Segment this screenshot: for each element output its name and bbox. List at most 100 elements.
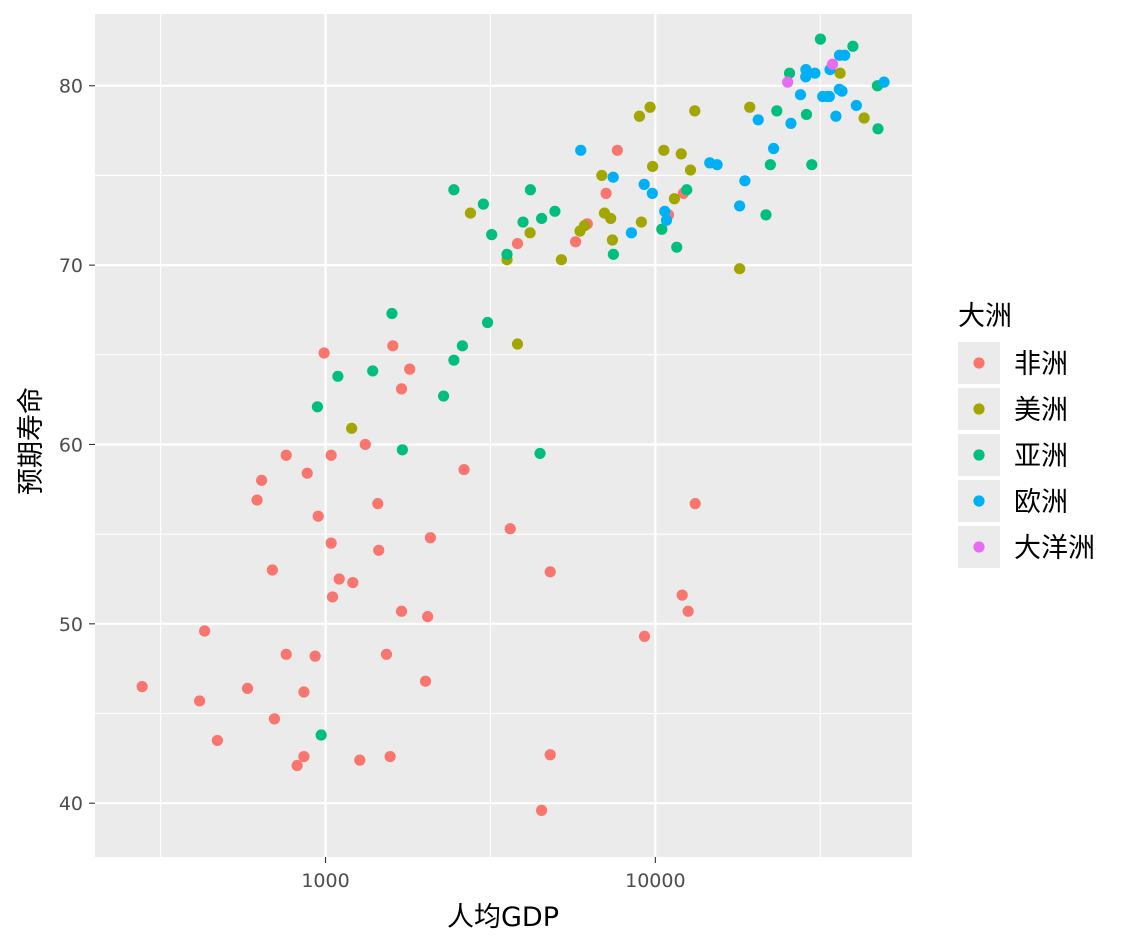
- data-point: [301, 467, 313, 479]
- data-point: [760, 209, 772, 221]
- data-point: [422, 611, 434, 623]
- legend-marker: [973, 357, 985, 369]
- data-point: [524, 184, 537, 196]
- legend-item: 大洋洲: [958, 526, 1095, 568]
- data-point: [734, 263, 746, 275]
- plot-panel: [95, 14, 912, 857]
- data-point: [544, 749, 556, 761]
- data-point: [347, 576, 359, 589]
- data-point: [836, 85, 848, 97]
- legend-marker: [973, 403, 985, 415]
- data-point: [549, 205, 561, 217]
- data-point: [395, 383, 408, 395]
- legend-item: 亚洲: [958, 434, 1068, 476]
- grid-major: [95, 14, 912, 857]
- data-point: [575, 144, 587, 156]
- data-point: [596, 169, 608, 182]
- data-point: [771, 105, 783, 117]
- data-point: [734, 200, 746, 212]
- legend-item: 欧洲: [958, 480, 1068, 522]
- data-point: [782, 76, 794, 88]
- data-point: [380, 648, 393, 660]
- y-axis-ticks: 40 50 60 70 80: [59, 76, 95, 815]
- data-point: [605, 212, 617, 225]
- data-point: [333, 573, 345, 585]
- data-point: [800, 108, 813, 121]
- data-point: [517, 216, 529, 228]
- data-point: [660, 214, 673, 226]
- data-point: [625, 227, 637, 239]
- y-tick-label: 60: [59, 434, 83, 456]
- data-point: [638, 630, 651, 642]
- y-axis-title: 预期寿命: [16, 387, 47, 495]
- data-point: [858, 112, 870, 124]
- x-tick-label: 1000: [301, 870, 349, 892]
- data-point: [501, 248, 513, 260]
- data-point: [783, 67, 796, 79]
- data-point: [689, 498, 701, 510]
- data-point: [830, 110, 842, 122]
- data-point: [646, 187, 658, 199]
- data-point: [606, 234, 619, 246]
- data-point: [767, 142, 780, 155]
- data-point: [681, 184, 693, 196]
- x-axis-title: 人均GDP: [447, 902, 559, 933]
- data-points: [136, 33, 890, 816]
- data-point: [486, 229, 498, 241]
- data-point: [739, 175, 751, 187]
- data-point: [806, 159, 818, 171]
- data-point: [607, 171, 619, 183]
- data-point: [578, 220, 591, 232]
- data-point: [332, 370, 344, 382]
- legend-label: 亚洲: [1014, 441, 1068, 472]
- data-point: [658, 144, 670, 156]
- y-tick-label: 40: [59, 793, 83, 815]
- data-point: [280, 648, 292, 660]
- data-point: [647, 160, 659, 173]
- data-point: [752, 114, 764, 126]
- data-point: [241, 682, 254, 695]
- legend-item: 非洲: [958, 342, 1068, 384]
- data-point: [638, 178, 650, 190]
- data-point: [850, 99, 862, 112]
- data-point: [744, 101, 756, 113]
- series-2: [311, 33, 884, 741]
- legend-label: 非洲: [1014, 349, 1068, 380]
- data-point: [684, 164, 697, 176]
- data-point: [823, 90, 835, 103]
- data-point: [785, 117, 797, 130]
- data-point: [834, 67, 846, 79]
- data-point: [387, 340, 399, 352]
- data-point: [325, 537, 337, 549]
- data-point: [839, 49, 851, 61]
- data-point: [268, 713, 281, 725]
- data-point: [689, 105, 701, 117]
- y-tick-label: 70: [59, 255, 83, 277]
- x-axis-ticks: 1000 10000: [301, 857, 686, 892]
- data-point: [524, 227, 536, 239]
- legend-title: 大洲: [958, 301, 1012, 332]
- data-point: [477, 198, 489, 210]
- data-point: [396, 444, 408, 456]
- data-point: [359, 438, 371, 451]
- data-point: [826, 58, 839, 70]
- legend-label: 美洲: [1014, 395, 1068, 426]
- x-tick-label: 10000: [625, 870, 685, 892]
- data-point: [814, 33, 827, 45]
- data-point: [504, 523, 516, 535]
- data-point: [668, 193, 680, 205]
- legend-label: 大洋洲: [1014, 533, 1095, 564]
- data-point: [386, 307, 398, 320]
- data-point: [193, 695, 206, 707]
- data-point: [600, 187, 612, 199]
- data-point: [354, 754, 366, 766]
- y-tick-label: 50: [59, 614, 83, 636]
- data-point: [251, 494, 263, 506]
- data-point: [481, 316, 494, 329]
- data-point: [764, 159, 776, 171]
- data-point: [395, 605, 408, 617]
- data-point: [511, 338, 524, 350]
- data-point: [675, 148, 687, 160]
- data-point: [211, 734, 223, 747]
